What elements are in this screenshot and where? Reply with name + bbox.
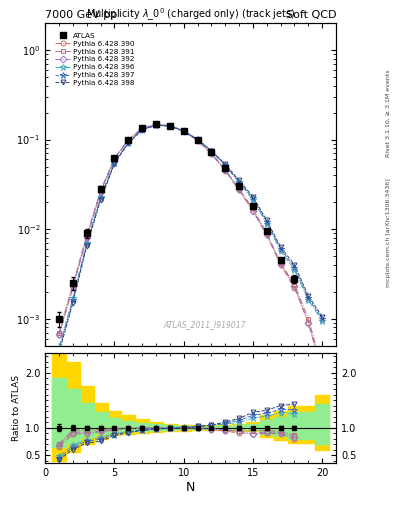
X-axis label: N: N xyxy=(186,481,195,494)
Text: mcplots.cern.ch [arXiv:1306.3436]: mcplots.cern.ch [arXiv:1306.3436] xyxy=(386,178,391,287)
Text: 7000 GeV pp: 7000 GeV pp xyxy=(45,10,118,20)
Text: Rivet 3.1.10, ≥ 3.1M events: Rivet 3.1.10, ≥ 3.1M events xyxy=(386,70,391,157)
Legend: ATLAS, Pythia 6.428 390, Pythia 6.428 391, Pythia 6.428 392, Pythia 6.428 396, P: ATLAS, Pythia 6.428 390, Pythia 6.428 39… xyxy=(52,30,138,89)
Text: ATLAS_2011_I919017: ATLAS_2011_I919017 xyxy=(164,321,246,330)
Y-axis label: Ratio to ATLAS: Ratio to ATLAS xyxy=(12,375,21,441)
Title: Multiplicity $\lambda\_0^0$ (charged only) (track jets): Multiplicity $\lambda\_0^0$ (charged onl… xyxy=(86,7,296,23)
Text: Soft QCD: Soft QCD xyxy=(286,10,336,20)
